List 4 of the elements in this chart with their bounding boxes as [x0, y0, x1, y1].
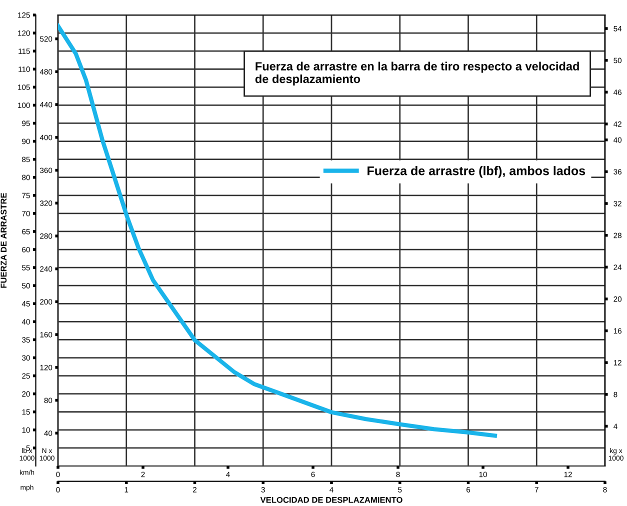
text: Fuerza de arrastre en la barra de tiro respecto a velocidad de desplazamiento: [255, 62, 579, 86]
legend-label: Fuerza de arrastre (lbf), ambos lados: [368, 166, 586, 178]
y-axis-title: FUERZA DE ARRASTRE: [0, 192, 7, 288]
x-axis-title: VELOCIDAD DE DESPLAZAMIENTO: [260, 496, 402, 503]
